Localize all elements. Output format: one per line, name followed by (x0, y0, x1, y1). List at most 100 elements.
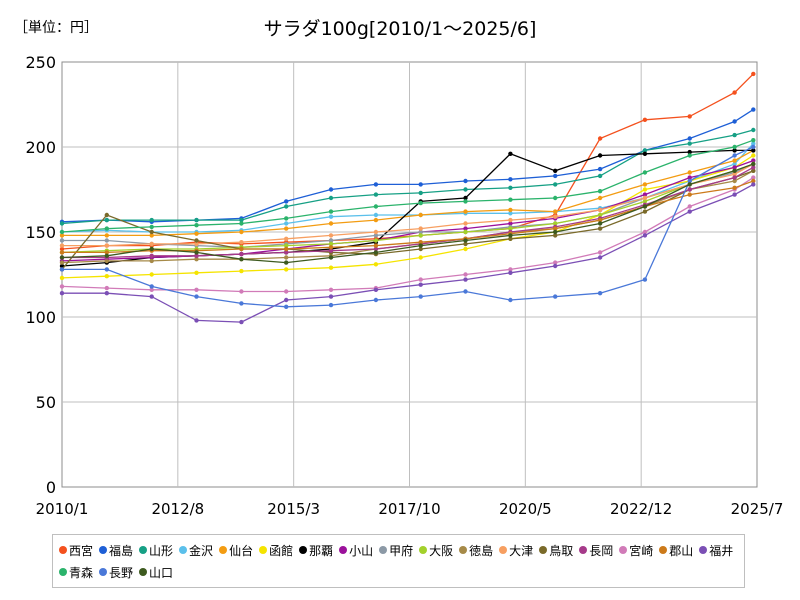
legend-marker (299, 546, 308, 554)
data-point (373, 287, 379, 292)
legend-item: 宮崎 (619, 539, 653, 561)
data-point (59, 260, 65, 265)
data-point (328, 209, 334, 214)
legend-item: 徳島 (459, 539, 493, 561)
data-point (597, 136, 603, 141)
legend-item: 長野 (99, 561, 133, 583)
data-point (418, 182, 423, 187)
legend: 西宮 福島 山形 金沢 仙台 函館 那覇 小山 甲府 大阪 徳島 大津 鳥取 長岡 宮崎 郡山 福井 青森 長野 山口 (52, 534, 745, 588)
grid-lines (61, 61, 758, 488)
legend-item: 那覇 (299, 539, 333, 561)
data-point (373, 212, 379, 218)
data-point (328, 248, 334, 253)
data-point (328, 195, 334, 201)
data-point (508, 197, 513, 202)
legend-label: 那覇 (309, 543, 334, 558)
data-point (284, 246, 289, 252)
data-point (508, 221, 513, 226)
legend-label: 西宮 (69, 543, 94, 558)
data-point (463, 195, 468, 201)
y-tick-label: 50 (36, 393, 56, 412)
data-point (597, 221, 603, 226)
data-point (732, 158, 737, 163)
data-point (328, 221, 334, 226)
data-point (149, 287, 154, 292)
data-point (687, 114, 692, 119)
data-point (194, 217, 199, 223)
data-point (284, 226, 289, 231)
x-tick-label: 2020/5 (499, 500, 552, 518)
data-point (59, 291, 65, 296)
data-point (418, 294, 423, 299)
legend-marker (419, 546, 428, 554)
data-point (751, 158, 756, 163)
data-point (642, 199, 648, 204)
data-point (751, 168, 756, 173)
data-point (553, 229, 558, 235)
data-point (239, 257, 244, 262)
data-point (751, 141, 756, 146)
legend-marker (179, 546, 188, 554)
data-point (597, 255, 603, 260)
data-point (642, 229, 648, 235)
data-point (642, 233, 648, 238)
data-point (59, 275, 65, 281)
legend-marker (579, 546, 588, 554)
data-point (508, 207, 513, 213)
legend-marker (59, 568, 67, 576)
data-point (373, 262, 379, 267)
legend-item: 金沢 (179, 539, 213, 561)
data-point (642, 182, 648, 187)
data-point (751, 144, 756, 150)
x-tick-label: 2022/12 (610, 500, 672, 518)
data-point (328, 245, 334, 250)
data-point (642, 117, 648, 123)
data-point (418, 233, 423, 238)
data-point (553, 173, 558, 179)
data-point (149, 258, 154, 264)
data-point (642, 170, 648, 175)
data-point (59, 233, 65, 238)
data-point (239, 229, 244, 235)
legend-marker (659, 546, 668, 554)
data-point (463, 229, 468, 235)
data-point (642, 195, 648, 201)
data-point (508, 151, 513, 156)
data-point (687, 178, 692, 184)
data-point (553, 226, 558, 231)
legend-label: 宮崎 (629, 543, 654, 558)
legend-label: 大阪 (429, 543, 454, 558)
legend-marker (539, 546, 548, 554)
data-point (104, 250, 110, 255)
data-point (418, 277, 423, 282)
data-point (239, 268, 244, 274)
data-point (687, 182, 692, 187)
data-point (642, 277, 648, 282)
data-point (239, 240, 244, 245)
data-point (418, 282, 423, 287)
data-point (463, 238, 468, 243)
data-point (553, 214, 558, 219)
legend-item: 甲府 (379, 539, 413, 561)
data-point (418, 255, 423, 260)
data-point (418, 243, 423, 248)
data-point (553, 221, 558, 226)
data-point (284, 204, 289, 209)
data-point (149, 217, 154, 223)
data-point (553, 260, 558, 265)
data-point (284, 260, 289, 265)
data-point (149, 284, 154, 289)
y-tick-label: 100 (25, 308, 56, 327)
legend-marker (379, 546, 388, 554)
data-point (373, 229, 379, 235)
data-point (463, 277, 468, 282)
legend-item: 長岡 (579, 539, 613, 561)
data-point (732, 144, 737, 150)
data-point (732, 119, 737, 124)
data-point (194, 238, 199, 243)
data-point (732, 161, 737, 167)
data-point (149, 233, 154, 238)
line-chart: 0 50 100 150 200 250 2010/1 2012/8 2015/3 2017/10… (25, 53, 783, 518)
data-point (284, 221, 289, 226)
data-point (642, 151, 648, 156)
